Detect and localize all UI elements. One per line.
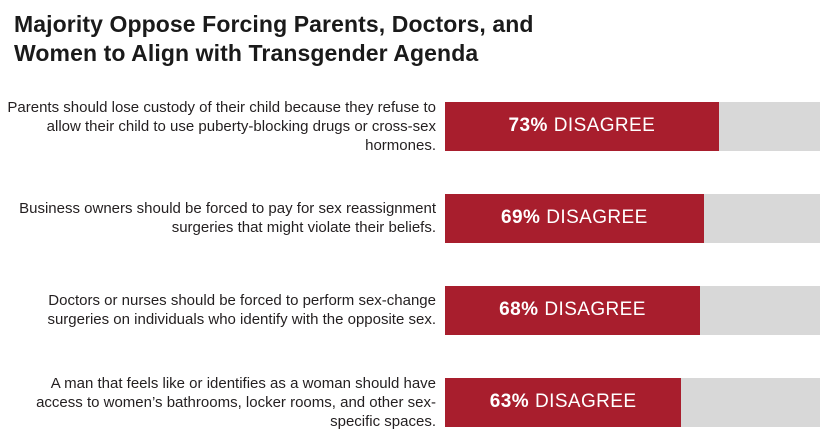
chart-row: A man that feels like or identifies as a… (0, 374, 825, 430)
bar-percent-label: 73% (508, 115, 548, 137)
bar-disagree-label: DISAGREE (535, 391, 637, 413)
chart-title: Majority Oppose Forcing Parents, Doctors… (0, 0, 825, 69)
bar-track: 63% DISAGREE (445, 377, 820, 427)
bar-fill: 63% DISAGREE (445, 377, 682, 427)
chart-title-line2: Women to Align with Transgender Agenda (14, 40, 479, 67)
bar-disagree-label: DISAGREE (544, 299, 646, 321)
bar-track: 73% DISAGREE (445, 101, 820, 151)
bar-percent-label: 63% (489, 391, 530, 413)
bar-percent-label: 68% (499, 299, 539, 321)
bar-track: 69% DISAGREE (445, 193, 820, 243)
statement-label: A man that feels like or identifies as a… (36, 374, 436, 430)
bar-disagree-label: DISAGREE (553, 115, 656, 137)
bars-container: Parents should lose custody of their chi… (0, 98, 825, 430)
bar-disagree-label: DISAGREE (546, 207, 648, 229)
bar-track: 68% DISAGREE (445, 285, 820, 335)
chart-row: Doctors or nurses should be forced to pe… (0, 285, 825, 335)
bar-fill: 73% DISAGREE (445, 101, 719, 151)
chart-title-line1: Majority Oppose Forcing Parents, Doctors… (14, 11, 534, 37)
chart-row: Parents should lose custody of their chi… (0, 98, 825, 154)
chart-row: Business owners should be forced to pay … (0, 193, 825, 243)
statement-label: Doctors or nurses should be forced to pe… (47, 292, 436, 329)
statement-label: Business owners should be forced to pay … (19, 200, 436, 237)
bar-percent-label: 69% (501, 207, 541, 229)
statement-label: Parents should lose custody of their chi… (7, 98, 436, 154)
bar-fill: 68% DISAGREE (445, 285, 700, 335)
bar-fill: 69% DISAGREE (445, 193, 704, 243)
